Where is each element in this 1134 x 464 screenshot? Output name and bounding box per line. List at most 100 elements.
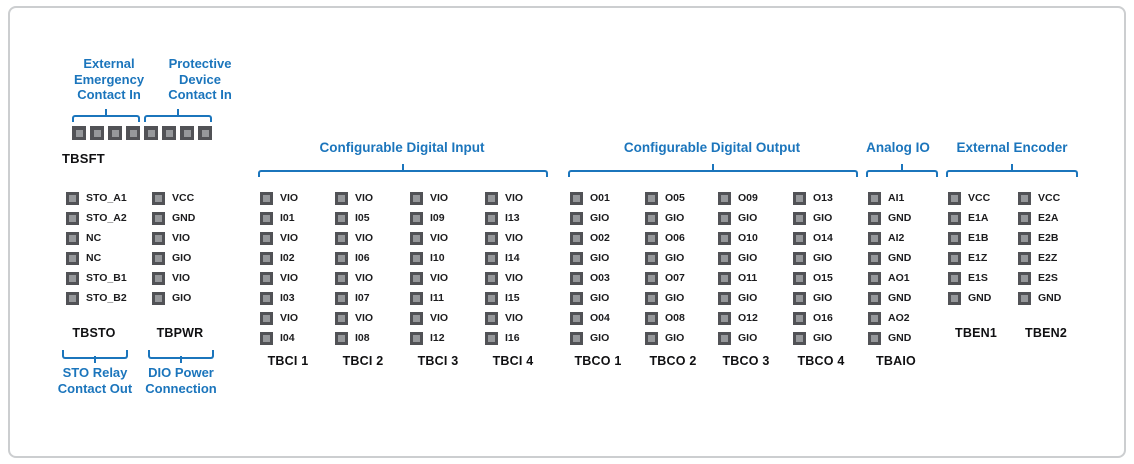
pin-icon [948,231,961,245]
sto-relay-callout: STO Relay Contact Out [48,365,142,396]
callout-line: STO Relay [62,365,128,380]
pin: NC [66,228,127,248]
pin-label: GIO [590,292,610,304]
pin-icon [410,331,423,345]
terminal-block-tbsto: STO_A1 STO_A2 NC NC STO_B1 STO_B2 TBSTO [66,188,127,340]
pin-label: I04 [280,332,295,344]
pin-label: GIO [590,212,610,224]
pin-label: GIO [813,252,833,264]
pin-label: I05 [355,212,370,224]
pin-icon [335,331,348,345]
pin: I11 [410,288,448,308]
pin-icon [410,271,423,285]
block-name-tbci3: TBCI 3 [417,354,459,368]
pin-icon [570,291,583,305]
pin-icon [948,191,961,205]
pin-icon [485,211,498,225]
pin-label: VIO [430,192,449,204]
pin-icon [485,271,498,285]
pin-icon [260,251,273,265]
pin-icon [66,211,79,225]
pin-label: VIO [355,272,374,284]
pin-label: O01 [590,192,610,204]
pin-label: O16 [813,312,833,324]
pin-label: VIO [280,312,299,324]
pin: O07 [645,268,685,288]
pin: I05 [335,208,373,228]
pin: E2A [1018,208,1061,228]
terminal-block-tbci2: VIO I05 VIO I06 VIO I07 VIO I08 TBCI 2 [335,188,383,368]
pin-label: GND [888,252,912,264]
pin-label: STO_B2 [86,292,127,304]
terminal-block-tbci3: VIO I09 VIO I10 VIO I11 VIO I12 TBCI 3 [410,188,458,368]
pin: VCC [1018,188,1061,208]
pin-icon [793,271,806,285]
pin-label: GIO [590,252,610,264]
pin-label: VIO [280,272,299,284]
pin: VCC [152,188,195,208]
pin-label: I09 [430,212,445,224]
pin-icon [570,231,583,245]
pin: I04 [260,328,298,348]
pin: O01 [570,188,610,208]
block-name-tbco2: TBCO 2 [649,354,697,368]
pin-icon [793,331,806,345]
tbsft-pin-icon [108,126,122,140]
pin-label: I15 [505,292,520,304]
pin-icon [718,251,731,265]
pin-label: STO_A1 [86,192,127,204]
pin: O05 [645,188,685,208]
emergency-contact-brace [72,109,140,122]
terminal-block-tbaio: AI1 GND AI2 GND AO1 GND AO2 GND TBAIO [868,188,916,368]
pin: STO_B2 [66,288,127,308]
pin-icon [868,231,881,245]
pin: GIO [570,208,610,228]
pin-label: O04 [590,312,610,324]
callout-line: Device [179,71,221,87]
pin-icon [645,291,658,305]
terminal-block-tbco2: O05 GIO O06 GIO O07 GIO O08 GIO TBCO 2 [645,188,696,368]
pin-label: I02 [280,252,295,264]
pin-label: O12 [738,312,758,324]
tbsft-pin-row [72,126,212,140]
pin-label: VCC [968,192,991,204]
pin-label: STO_B1 [86,272,127,284]
pin: O10 [718,228,758,248]
pin-icon [645,231,658,245]
pin-icon [570,271,583,285]
pin: VIO [335,228,373,248]
pin-icon [152,291,165,305]
pin: VIO [485,228,523,248]
sto-relay-brace [62,350,128,363]
pin-icon [485,251,498,265]
pin-icon [645,251,658,265]
block-name-tbci1: TBCI 1 [267,354,309,368]
pin-label: E2S [1038,272,1058,284]
pin: GIO [793,248,833,268]
pin: E1Z [948,248,991,268]
analog-io-brace [866,164,938,177]
pin: O16 [793,308,833,328]
pin: GIO [718,288,758,308]
pin-icon [570,331,583,345]
header-analog-io: Analog IO [866,140,930,155]
pin-icon [570,311,583,325]
terminal-block-tbco3: O09 GIO O10 GIO O11 GIO O12 GIO TBCO 3 [718,188,769,368]
pin-label: AO1 [888,272,910,284]
pin: GIO [718,208,758,228]
pin-label: GIO [813,212,833,224]
pin: O13 [793,188,833,208]
pin-icon [948,291,961,305]
block-name-tbco4: TBCO 4 [797,354,845,368]
pin: AO2 [868,308,911,328]
pin-label: O09 [738,192,758,204]
pin-icon [868,291,881,305]
pin: VIO [260,188,298,208]
callout-line: Contact In [77,87,141,102]
pin: I10 [410,248,448,268]
pin-label: E1Z [968,252,988,264]
pin: I09 [410,208,448,228]
pin-icon [793,211,806,225]
terminal-block-tbci4: VIO I13 VIO I14 VIO I15 VIO I16 TBCI 4 [485,188,533,368]
tbsft-pin-icon [90,126,104,140]
